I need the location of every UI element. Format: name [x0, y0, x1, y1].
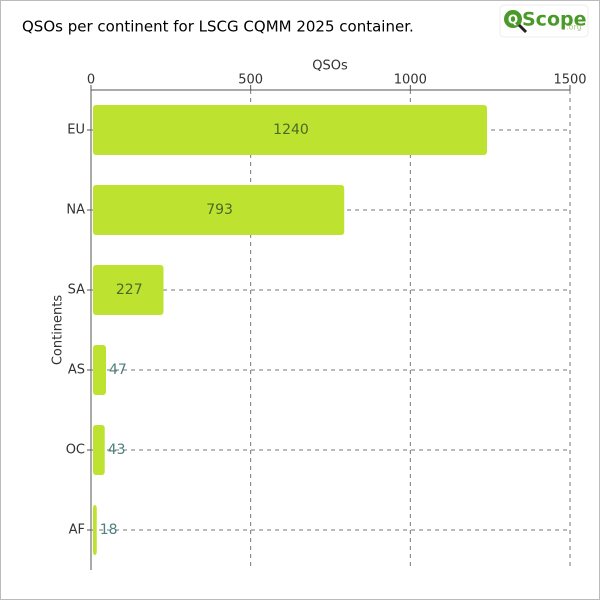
value-label: 43	[108, 442, 126, 458]
chart-title: QSOs per continent for LSCG CQMM 2025 co…	[22, 18, 414, 36]
y-tick-label: OC	[66, 443, 85, 458]
y-axis-label: Continents	[51, 295, 66, 366]
logo-mark: Q	[508, 13, 518, 27]
y-tick-label: AS	[68, 363, 85, 378]
x-axis-label: QSOs	[312, 59, 348, 74]
y-tick-label: AF	[69, 523, 85, 538]
value-label: 18	[100, 522, 118, 538]
bar	[93, 505, 97, 555]
bar	[93, 185, 345, 235]
bar	[93, 265, 164, 315]
bar	[93, 345, 107, 395]
y-tick-label: SA	[68, 283, 85, 298]
value-label: 47	[109, 362, 127, 378]
bar	[93, 425, 105, 475]
x-tick-label: 1000	[394, 73, 427, 88]
logo-handle	[517, 23, 528, 34]
x-tick-label: 1500	[553, 73, 586, 88]
y-tick-label: NA	[66, 203, 85, 218]
logo: Q Scope .org	[499, 4, 589, 38]
value-label: 1240	[273, 122, 309, 138]
logo-circle	[504, 10, 522, 28]
bar	[93, 105, 487, 155]
x-tick-label: 500	[238, 73, 263, 88]
y-tick-label: EU	[67, 123, 85, 138]
x-tick-label: 0	[87, 73, 95, 88]
value-label: 227	[116, 282, 143, 298]
logo-suffix: .org	[566, 23, 582, 32]
logo-name: Scope	[522, 9, 587, 31]
value-label: 793	[206, 202, 233, 218]
